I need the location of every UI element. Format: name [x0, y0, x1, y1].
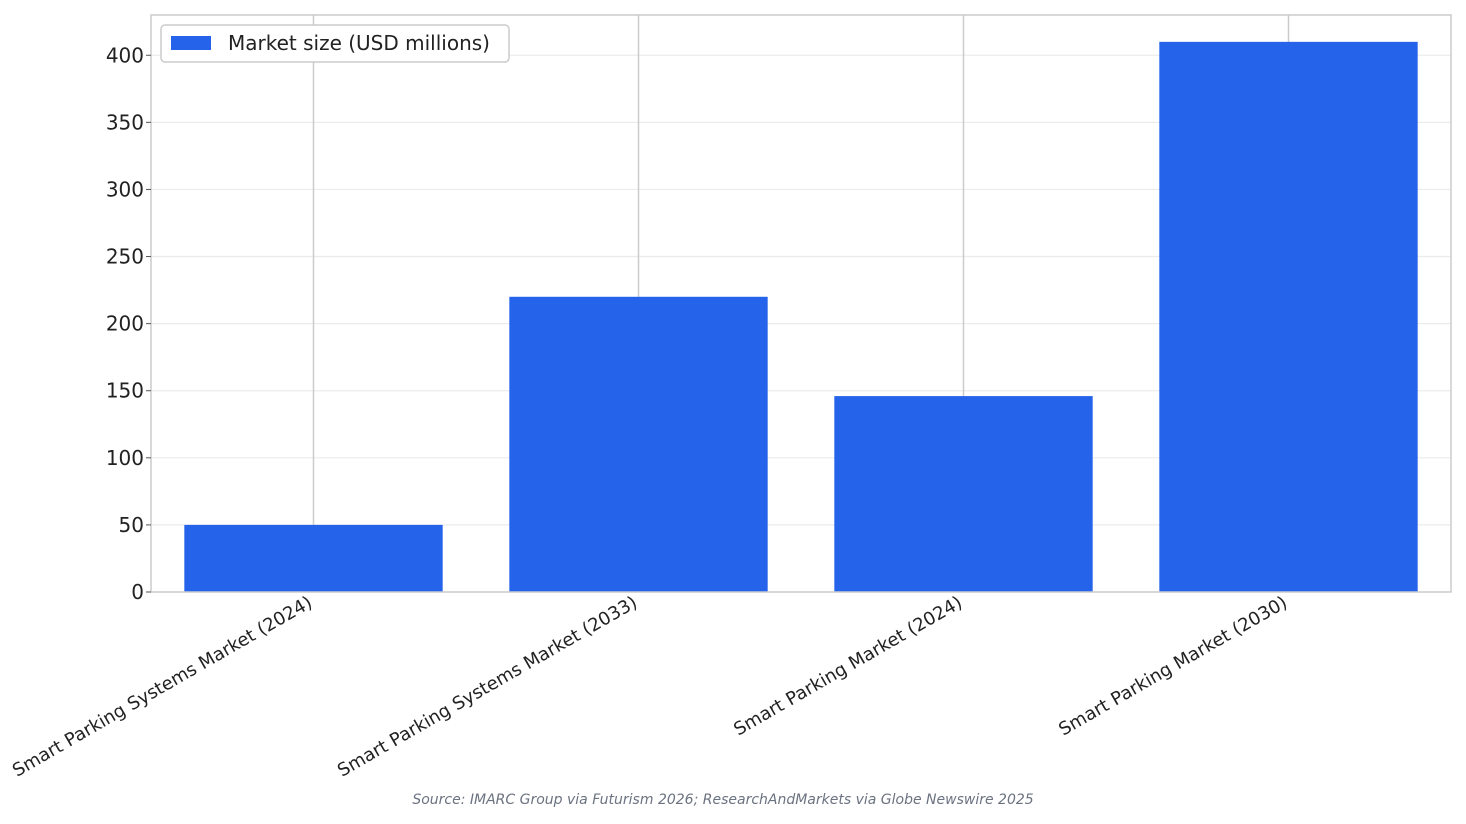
y-tick-label: 50 [119, 513, 144, 537]
legend: Market size (USD millions) [160, 24, 510, 63]
source-note: Source: IMARC Group via Futurism 2026; R… [412, 792, 1034, 808]
bars [184, 41, 1418, 592]
bar [1159, 41, 1418, 592]
y-tick-label: 0 [131, 580, 144, 604]
x-category-label: Smart Parking Systems Market (2024) [9, 592, 316, 781]
x-category-label: Smart Parking Market (2024) [730, 592, 966, 740]
bar [834, 396, 1093, 592]
plot-frame [150, 14, 1452, 593]
x-axis-labels: Smart Parking Systems Market (2024) Smart… [9, 592, 1291, 781]
y-axis-ticks: 0 50 100 150 200 250 300 350 400 [106, 43, 151, 604]
y-tick-label: 100 [106, 446, 144, 470]
y-tick-label: 250 [106, 245, 144, 269]
y-tick-label: 350 [106, 110, 144, 134]
legend-swatch [171, 36, 211, 50]
bar [509, 296, 768, 592]
y-tick-label: 150 [106, 379, 144, 403]
y-tick-label: 200 [106, 312, 144, 336]
y-tick-label: 400 [106, 43, 144, 67]
x-category-label: Smart Parking Systems Market (2033) [334, 592, 641, 781]
legend-label: Market size (USD millions) [228, 31, 490, 55]
legend-box [160, 24, 510, 63]
x-category-label: Smart Parking Market (2030) [1055, 592, 1291, 740]
bar [184, 524, 443, 592]
y-tick-label: 300 [106, 177, 144, 201]
x-gridlines [312, 15, 1290, 592]
